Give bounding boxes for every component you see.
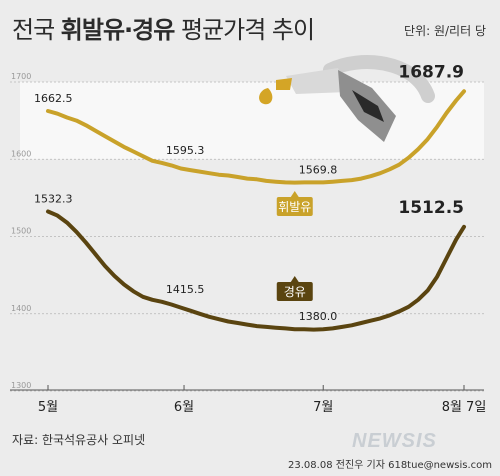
end-value-label-0: 1687.9 <box>398 62 464 82</box>
title-bold: 휘발유·경유 <box>60 16 176 44</box>
data-label-0-0: 1662.5 <box>34 92 73 105</box>
series-label-box-0 <box>276 197 313 216</box>
x-tick-label-0: 5월 <box>38 400 58 415</box>
data-label-1-2: 1380.0 <box>299 310 338 323</box>
series-label-1: 경유 <box>284 285 306 299</box>
chart-title: 전국 휘발유·경유 평균가격 추이 <box>12 10 315 45</box>
y-tick-labels: 1300 1400 1500 1600 1700 <box>11 72 31 390</box>
chart-header: 전국 휘발유·경유 평균가격 추이 단위: 원/리터 당 <box>0 0 500 58</box>
x-axis: 5월 6월 7월 8월 7일 <box>10 385 486 415</box>
fuel-nozzle-icon <box>259 55 435 142</box>
gasoline-band <box>20 82 484 160</box>
data-label-0-1: 1595.3 <box>166 144 205 157</box>
data-label-1-1: 1415.5 <box>166 283 205 296</box>
series-line-1 <box>46 209 466 332</box>
series-label-box-1 <box>276 282 313 301</box>
y-tick-1600: 1600 <box>11 149 31 158</box>
y-tick-1500: 1500 <box>11 227 31 236</box>
series-label-0: 휘발유 <box>278 200 311 214</box>
point-labels: 1662.5 1595.3 1569.8 1687.9 1532.3 1415.5 1380… <box>34 62 464 323</box>
data-label-1-0: 1532.3 <box>34 193 73 206</box>
title-suffix: 평균가격 추이 <box>174 16 315 44</box>
source-note: 자료: 한국석유공사 오피넷 <box>12 433 146 447</box>
x-tick-label-3: 8월 7일 <box>442 400 487 415</box>
y-tick-1300: 1300 <box>11 381 31 390</box>
title-prefix: 전국 <box>12 16 61 44</box>
x-tick-label-1: 6월 <box>174 400 194 415</box>
series-label-pointer-0 <box>290 191 299 197</box>
gridlines <box>10 81 484 392</box>
series-line-0 <box>46 89 466 185</box>
x-tick-label-2: 7월 <box>313 400 333 415</box>
series-lines <box>46 89 466 332</box>
series-label-pointer-1 <box>290 276 299 282</box>
newsis-watermark: NEWSIS <box>352 430 437 452</box>
unit-label: 단위: 원/리터 당 <box>404 24 486 38</box>
y-tick-1700: 1700 <box>11 72 31 81</box>
y-tick-1400: 1400 <box>11 304 31 313</box>
data-label-0-2: 1569.8 <box>299 164 338 177</box>
credit-line: 23.08.08 전진우 기자 618tue@newsis.com <box>288 460 492 471</box>
end-value-label-1: 1512.5 <box>398 198 464 218</box>
